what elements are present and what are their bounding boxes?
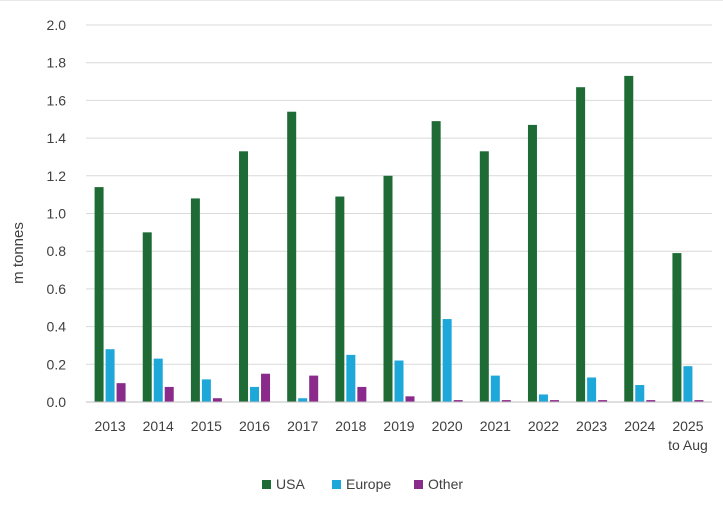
legend-label-europe: Europe bbox=[346, 476, 391, 492]
y-tick-label: 0.0 bbox=[47, 394, 67, 410]
bar-usa-2024 bbox=[624, 75, 634, 403]
legend-label-other: Other bbox=[428, 476, 463, 492]
legend-swatch-other bbox=[414, 480, 423, 489]
bar-usa-2014 bbox=[142, 232, 152, 402]
bar-europe-2017 bbox=[298, 398, 308, 402]
legend-label-usa: USA bbox=[276, 476, 305, 492]
bar-europe-2021 bbox=[490, 375, 500, 402]
bar-other-2019 bbox=[405, 396, 415, 402]
bar-usa-2025 bbox=[672, 253, 682, 402]
x-tick-label: to Aug bbox=[668, 437, 708, 453]
bar-usa-2015 bbox=[190, 198, 200, 402]
bar-usa-2021 bbox=[479, 151, 489, 402]
x-tick-label: 2021 bbox=[480, 418, 511, 434]
y-tick-label: 2.0 bbox=[47, 17, 67, 33]
bar-other-2025 bbox=[694, 400, 704, 402]
bar-other-2016 bbox=[261, 373, 271, 402]
bar-usa-2016 bbox=[239, 151, 249, 402]
gridlines bbox=[86, 24, 712, 365]
bar-europe-2013 bbox=[105, 349, 115, 402]
bar-europe-2018 bbox=[346, 354, 356, 402]
y-axis-title: m tonnes bbox=[10, 222, 27, 284]
bar-other-2014 bbox=[164, 386, 174, 402]
y-tick-label: 1.4 bbox=[47, 130, 67, 146]
bar-europe-2024 bbox=[635, 385, 645, 402]
x-tick-label: 2019 bbox=[383, 418, 414, 434]
x-tick-label: 2024 bbox=[624, 418, 655, 434]
bar-europe-2019 bbox=[394, 360, 404, 402]
y-tick-label: 0.6 bbox=[47, 281, 67, 297]
y-tick-label: 1.2 bbox=[47, 168, 67, 184]
bar-usa-2018 bbox=[335, 196, 345, 402]
x-tick-label: 2022 bbox=[528, 418, 559, 434]
bar-other-2023 bbox=[598, 400, 608, 402]
bar-europe-2015 bbox=[201, 379, 211, 402]
bar-other-2017 bbox=[309, 375, 319, 402]
bars bbox=[94, 75, 704, 403]
y-axis-tick-labels: 0.0 0.2 0.4 0.6 0.8 1.0 1.2 1.4 1.6 1.8 2.0 bbox=[47, 17, 67, 410]
y-tick-label: 1.8 bbox=[47, 55, 67, 71]
x-tick-label: 2014 bbox=[143, 418, 174, 434]
bar-europe-2014 bbox=[153, 358, 163, 402]
y-tick-label: 1.6 bbox=[47, 92, 67, 108]
x-tick-label: 2018 bbox=[335, 418, 366, 434]
x-tick-label: 2015 bbox=[191, 418, 222, 434]
bar-europe-2025 bbox=[683, 366, 693, 402]
x-tick-label: 2023 bbox=[576, 418, 607, 434]
bar-other-2024 bbox=[646, 400, 656, 402]
bar-europe-2020 bbox=[442, 319, 452, 402]
bar-usa-2022 bbox=[527, 124, 537, 402]
legend: USA Europe Other bbox=[262, 476, 463, 492]
bar-usa-2017 bbox=[287, 111, 297, 403]
bar-other-2022 bbox=[549, 400, 559, 402]
bar-other-2013 bbox=[116, 383, 126, 402]
legend-swatch-europe bbox=[332, 480, 341, 489]
bar-other-2018 bbox=[357, 386, 367, 402]
x-tick-label: 2020 bbox=[432, 418, 463, 434]
bar-other-2021 bbox=[501, 400, 511, 402]
bar-europe-2022 bbox=[538, 394, 548, 402]
x-tick-label: 2016 bbox=[239, 418, 270, 434]
bar-usa-2019 bbox=[383, 175, 393, 402]
bar-other-2020 bbox=[453, 400, 463, 402]
y-tick-label: 0.4 bbox=[47, 319, 67, 335]
x-tick-label: 2013 bbox=[94, 418, 125, 434]
y-tick-label: 1.0 bbox=[47, 206, 67, 222]
bar-other-2015 bbox=[212, 398, 222, 402]
y-tick-label: 0.2 bbox=[47, 356, 67, 372]
x-tick-label: 2025 bbox=[672, 418, 703, 434]
legend-swatch-usa bbox=[262, 480, 271, 489]
bar-europe-2023 bbox=[587, 377, 597, 402]
bar-usa-2020 bbox=[431, 121, 441, 402]
bar-usa-2023 bbox=[576, 87, 586, 402]
y-tick-label: 0.8 bbox=[47, 243, 67, 259]
x-axis-tick-labels: 2013 2014 2015 2016 2017 2018 2019 2020 2021 2022… bbox=[94, 418, 707, 453]
bar-europe-2016 bbox=[250, 386, 260, 402]
bar-usa-2013 bbox=[94, 187, 104, 402]
x-tick-label: 2017 bbox=[287, 418, 318, 434]
